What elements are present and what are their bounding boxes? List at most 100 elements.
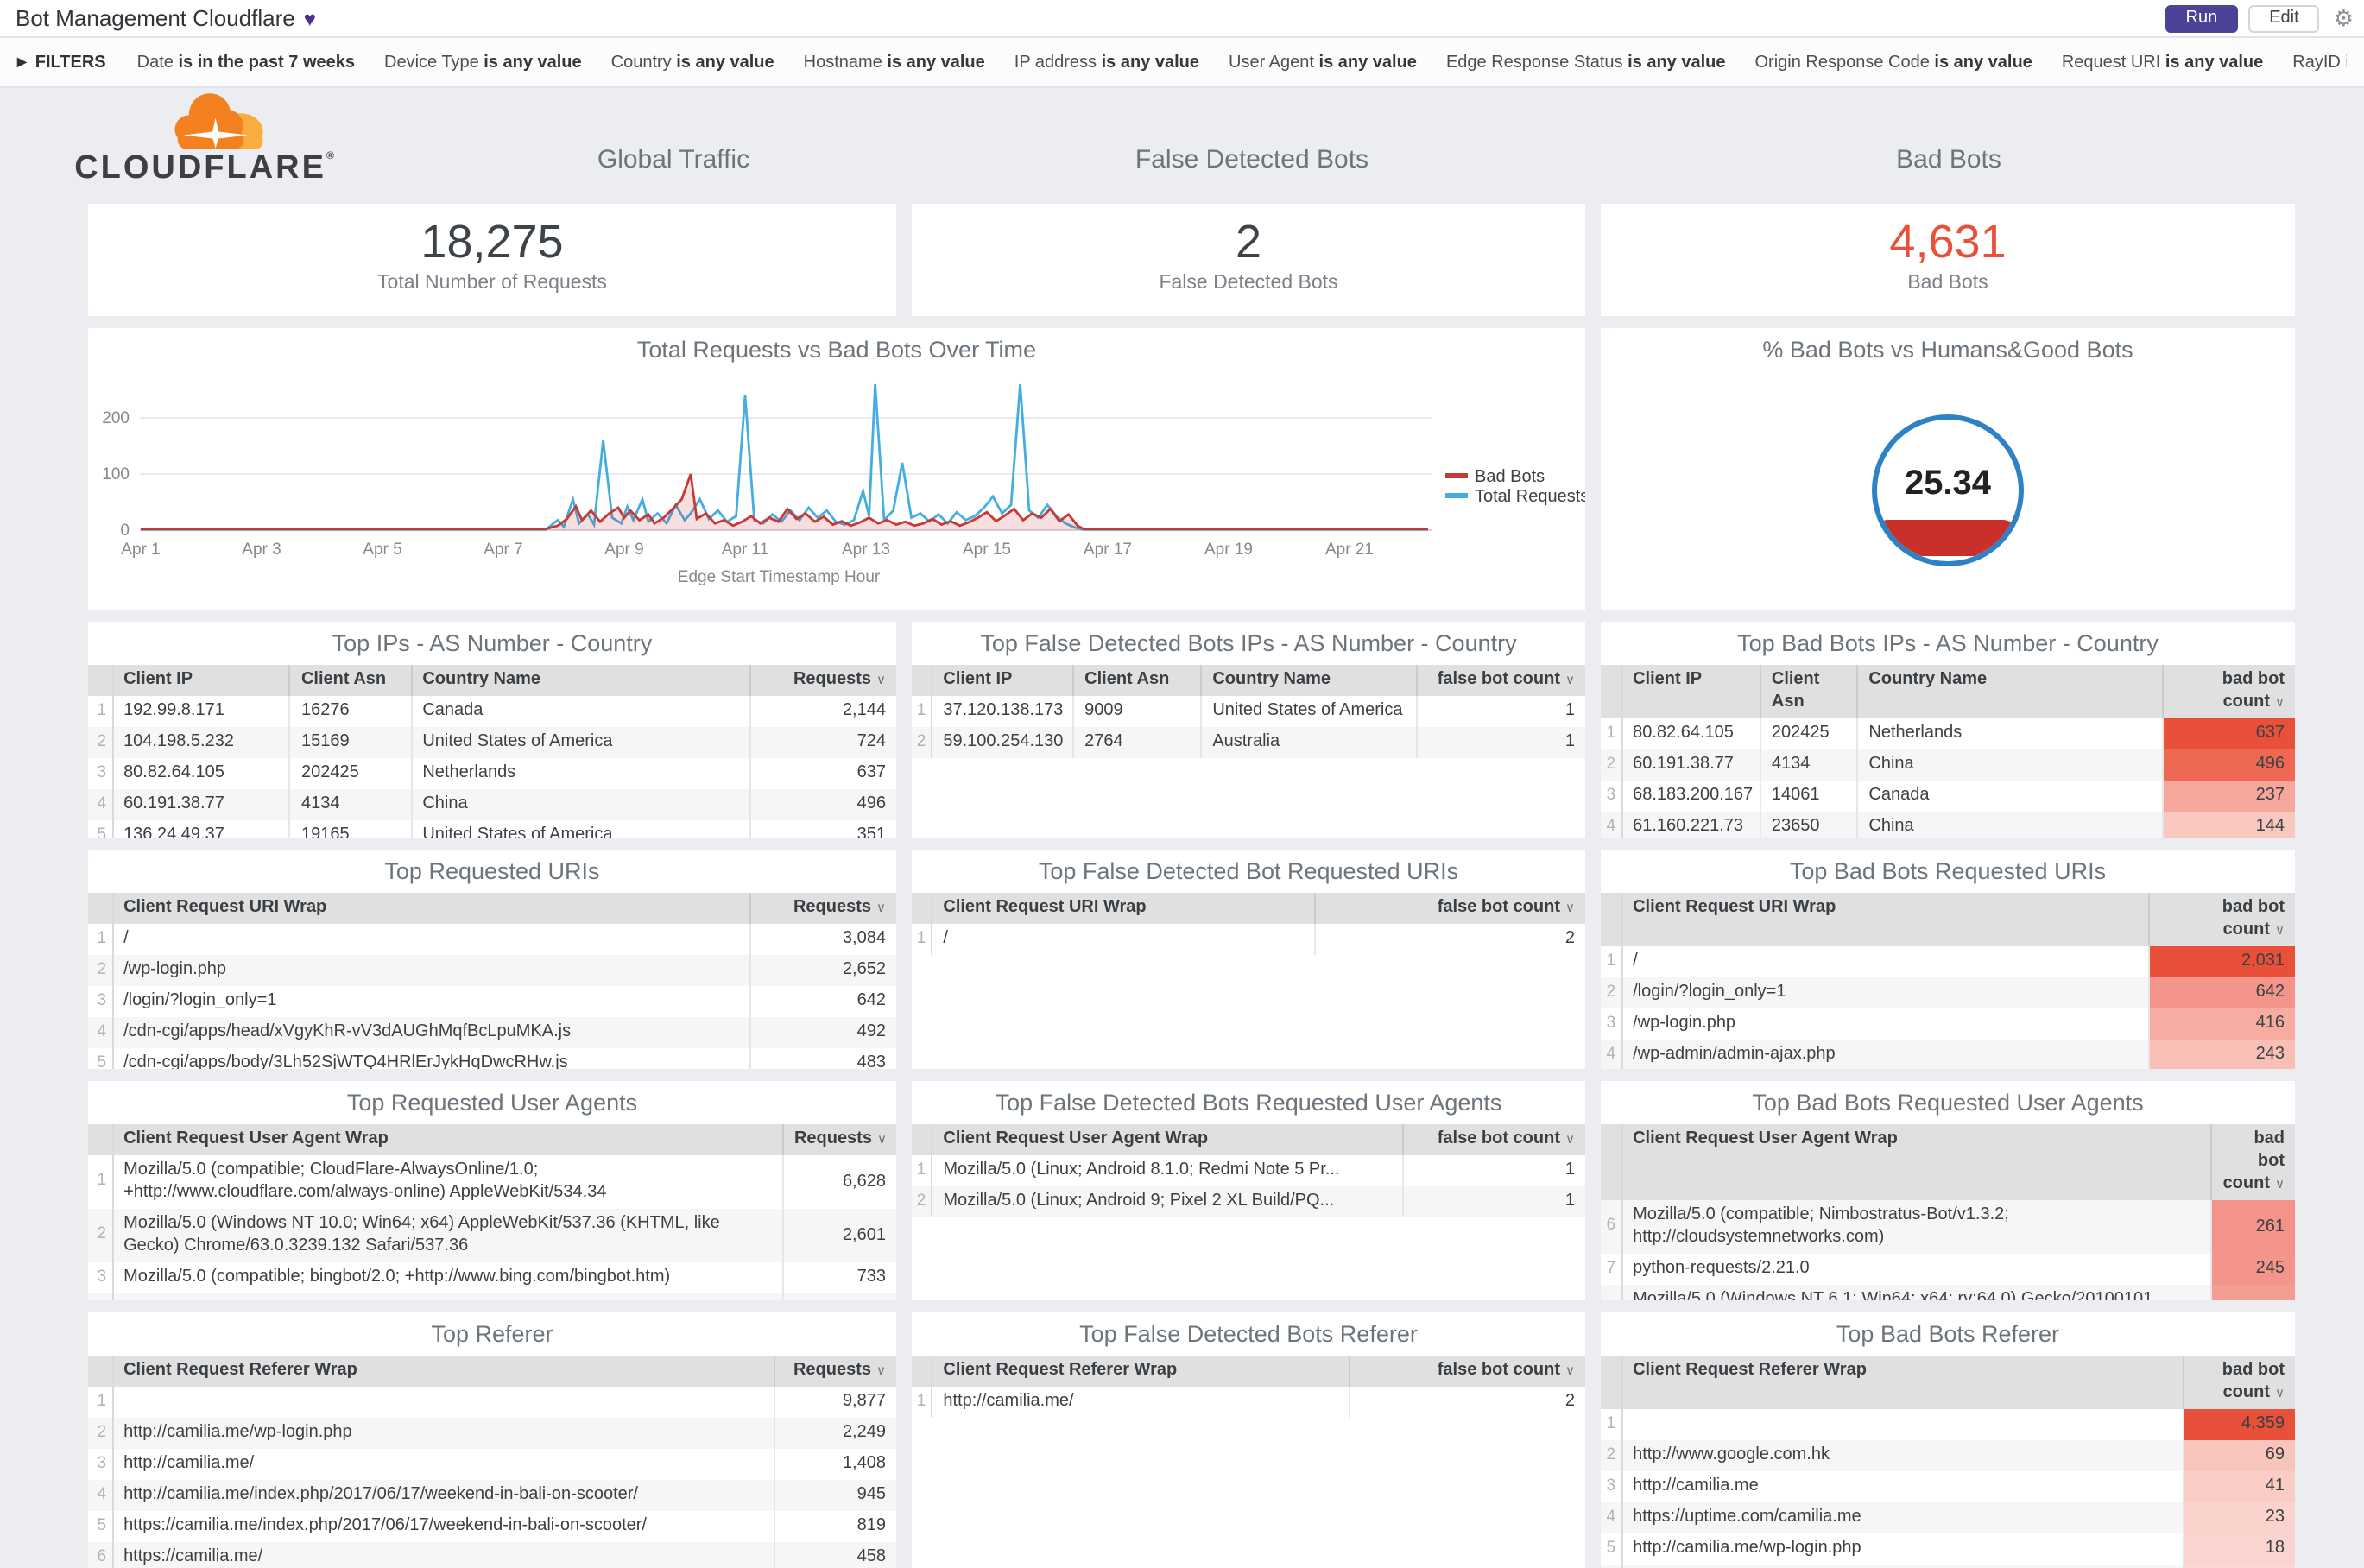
legend-label[interactable]: Total Requests: [1475, 487, 1585, 506]
table-cell[interactable]: [1621, 1408, 2185, 1440]
table-cell[interactable]: 11: [2184, 1564, 2295, 1568]
table-cell[interactable]: Netherlands: [411, 757, 752, 789]
table-cell[interactable]: 202425: [289, 757, 413, 789]
table-cell[interactable]: /cdn-cgi/apps/head/xVgyKhR-vV3dAUGhMqfBc…: [112, 1016, 752, 1048]
table-cell[interactable]: 237: [2163, 780, 2295, 812]
table-cell[interactable]: http://camilia.me/: [1621, 1564, 2185, 1568]
table-cell[interactable]: 9009: [1073, 695, 1203, 727]
table-cell[interactable]: [112, 1293, 784, 1300]
table-cell[interactable]: 18: [2184, 1533, 2295, 1565]
table-cell[interactable]: http://camilia.me/index.php/2017/06/17/w…: [112, 1479, 776, 1511]
gear-icon[interactable]: ⚙: [2333, 5, 2354, 31]
table-cell[interactable]: /wp-login.php: [1621, 1008, 2151, 1040]
table-cell[interactable]: 1: [1403, 1185, 1585, 1217]
column-header[interactable]: Client IP: [1621, 664, 1761, 718]
column-header[interactable]: Requests ∨: [750, 664, 896, 696]
table-cell[interactable]: 496: [750, 788, 896, 820]
filter-item[interactable]: Request URI is any value: [2062, 53, 2263, 72]
table-cell[interactable]: 245: [2211, 1253, 2295, 1285]
table-cell[interactable]: 15169: [289, 726, 413, 758]
table-cell[interactable]: 637: [2163, 718, 2295, 749]
table-cell[interactable]: 202425: [1760, 718, 1859, 749]
table-cell[interactable]: Mozilla/5.0 (Linux; Android 9; Pixel 2 X…: [932, 1185, 1405, 1217]
table-cell[interactable]: 458: [774, 1541, 896, 1568]
table-cell[interactable]: 2: [1564, 1392, 1575, 1412]
table-cell[interactable]: http://camilia.me/: [112, 1448, 776, 1480]
column-header[interactable]: bad bot count ∨: [2211, 1123, 2295, 1200]
legend-label[interactable]: Bad Bots: [1475, 467, 1545, 486]
column-header[interactable]: bad bot count ∨: [2163, 664, 2295, 718]
table-cell[interactable]: /wp-admin/admin-ajax.php: [1621, 1039, 2151, 1069]
table-cell[interactable]: 9,877: [842, 1392, 886, 1412]
table-cell[interactable]: 61.160.221.73: [1621, 811, 1761, 838]
filters-toggle[interactable]: ▶ FILTERS: [17, 53, 106, 72]
table-cell[interactable]: /wp-login.php: [112, 954, 752, 986]
table-cell[interactable]: 637: [856, 763, 886, 783]
filter-item[interactable]: Origin Response Code is any value: [1755, 53, 2032, 72]
column-header[interactable]: bad bot count ∨: [2149, 892, 2295, 946]
table-cell[interactable]: China: [1857, 811, 2165, 838]
table-cell[interactable]: 261: [2211, 1199, 2295, 1254]
table-cell[interactable]: 59.100.254.130: [932, 726, 1075, 758]
column-header[interactable]: Client Request URI Wrap: [1621, 892, 2151, 946]
column-header[interactable]: false bot count ∨: [1349, 1355, 1585, 1387]
table-cell[interactable]: 733: [856, 1268, 886, 1287]
table-cell[interactable]: China: [411, 788, 752, 820]
table-cell[interactable]: /login/?login_only=1: [1621, 977, 2151, 1008]
column-header[interactable]: Client Asn: [289, 664, 413, 696]
table-cell[interactable]: 4134: [1760, 749, 1859, 781]
filter-item[interactable]: Hostname is any value: [804, 53, 985, 72]
table-cell[interactable]: https://camilia.me/index.php/2017/06/17/…: [112, 1510, 776, 1542]
table-cell[interactable]: 68.183.200.167: [1621, 780, 1761, 812]
table-cell[interactable]: 416: [2149, 1008, 2295, 1040]
column-header[interactable]: Client Request User Agent Wrap: [1621, 1123, 2213, 1200]
table-cell[interactable]: 69: [2184, 1439, 2295, 1471]
table-cell[interactable]: 1: [1564, 701, 1575, 721]
table-cell[interactable]: Mozilla/5.0 (compatible; bingbot/2.0; +h…: [112, 1261, 784, 1293]
table-cell[interactable]: 144: [2163, 811, 2295, 838]
column-header[interactable]: false bot count ∨: [1403, 1123, 1585, 1155]
column-header[interactable]: Country Name: [1201, 664, 1418, 696]
table-cell[interactable]: 4,359: [2184, 1408, 2295, 1440]
table-cell[interactable]: 819: [856, 1516, 886, 1536]
table-cell[interactable]: 136.24.49.37: [112, 819, 291, 838]
table-cell[interactable]: 2,144: [842, 701, 886, 721]
table-cell[interactable]: 2,652: [750, 954, 896, 986]
column-header[interactable]: Country Name: [411, 664, 752, 696]
table-cell[interactable]: 6,628: [842, 1172, 886, 1192]
filter-item[interactable]: User Agent is any value: [1229, 53, 1417, 72]
table-cell[interactable]: http://camilia.me/wp-login.php: [112, 1417, 776, 1449]
table-cell[interactable]: http://camilia.me/wp-login.php: [1621, 1533, 2185, 1565]
table-cell[interactable]: 4134: [289, 788, 413, 820]
table-cell[interactable]: 60.191.38.77: [112, 788, 291, 820]
table-cell[interactable]: 23650: [1760, 811, 1859, 838]
table-cell[interactable]: /: [112, 923, 752, 955]
column-header[interactable]: Client IP: [112, 664, 291, 696]
run-button[interactable]: Run: [2165, 4, 2239, 32]
column-header[interactable]: false bot count ∨: [1315, 892, 1585, 924]
table-cell[interactable]: 492: [750, 1016, 896, 1048]
table-cell[interactable]: 3,084: [842, 929, 886, 949]
table-cell[interactable]: 14061: [1760, 780, 1859, 812]
table-cell[interactable]: Netherlands: [1857, 718, 2165, 749]
column-header[interactable]: Client Request URI Wrap: [112, 892, 752, 924]
column-header[interactable]: Client Request URI Wrap: [932, 892, 1317, 924]
filter-item[interactable]: IP address is any value: [1014, 53, 1199, 72]
column-header[interactable]: Client Asn: [1760, 664, 1859, 718]
table-cell[interactable]: Mozilla/5.0 (Windows NT 10.0; Win64; x64…: [112, 1208, 784, 1262]
table-cell[interactable]: 192.99.8.171: [112, 695, 291, 727]
table-cell[interactable]: 80.82.64.105: [1621, 718, 1761, 749]
column-header[interactable]: Requests ∨: [750, 892, 896, 924]
column-header[interactable]: Client Request Referer Wrap: [112, 1355, 776, 1387]
table-cell[interactable]: http://camilia.me: [1621, 1470, 2185, 1502]
table-cell[interactable]: [112, 1386, 776, 1418]
table-cell[interactable]: Mozilla/5.0 (compatible; CloudFlare-Alwa…: [112, 1154, 784, 1209]
filter-item[interactable]: Edge Response Status is any value: [1446, 53, 1726, 72]
table-cell[interactable]: https://uptime.com/camilia.me: [1621, 1502, 2185, 1533]
filter-item[interactable]: Date is in the past 7 weeks: [137, 53, 355, 72]
table-cell[interactable]: /login/?login_only=1: [112, 985, 752, 1017]
table-cell[interactable]: 483: [856, 1053, 886, 1069]
table-cell[interactable]: 23: [2184, 1502, 2295, 1533]
table-cell[interactable]: /: [1621, 945, 2151, 977]
table-cell[interactable]: /: [932, 923, 1317, 955]
